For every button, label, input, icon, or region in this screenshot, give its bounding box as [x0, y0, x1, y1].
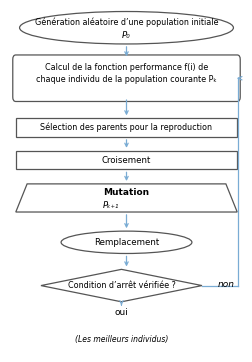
- Text: non: non: [216, 280, 233, 289]
- Ellipse shape: [19, 12, 233, 44]
- Polygon shape: [41, 269, 201, 302]
- Text: P₀: P₀: [122, 31, 130, 40]
- Text: oui: oui: [114, 308, 128, 317]
- Text: Mutation: Mutation: [103, 188, 149, 197]
- Text: Calcul de la fonction performance f(i) de
chaque individu de la population coura: Calcul de la fonction performance f(i) d…: [36, 63, 216, 84]
- FancyBboxPatch shape: [13, 55, 239, 101]
- Polygon shape: [16, 184, 236, 212]
- Ellipse shape: [61, 231, 191, 253]
- Text: Remplacement: Remplacement: [93, 238, 159, 247]
- Text: Sélection des parents pour la reproduction: Sélection des parents pour la reproducti…: [40, 123, 212, 132]
- Text: Pₖ₊₁: Pₖ₊₁: [103, 201, 119, 210]
- Text: (Les meilleurs individus): (Les meilleurs individus): [75, 335, 168, 344]
- Text: Croisement: Croisement: [101, 156, 151, 165]
- Bar: [16, 118, 236, 137]
- Text: Génération aléatoire d’une population initiale: Génération aléatoire d’une population in…: [35, 17, 217, 27]
- Bar: [16, 151, 236, 169]
- Text: Condition d’arrêt vérifiée ?: Condition d’arrêt vérifiée ?: [67, 281, 175, 290]
